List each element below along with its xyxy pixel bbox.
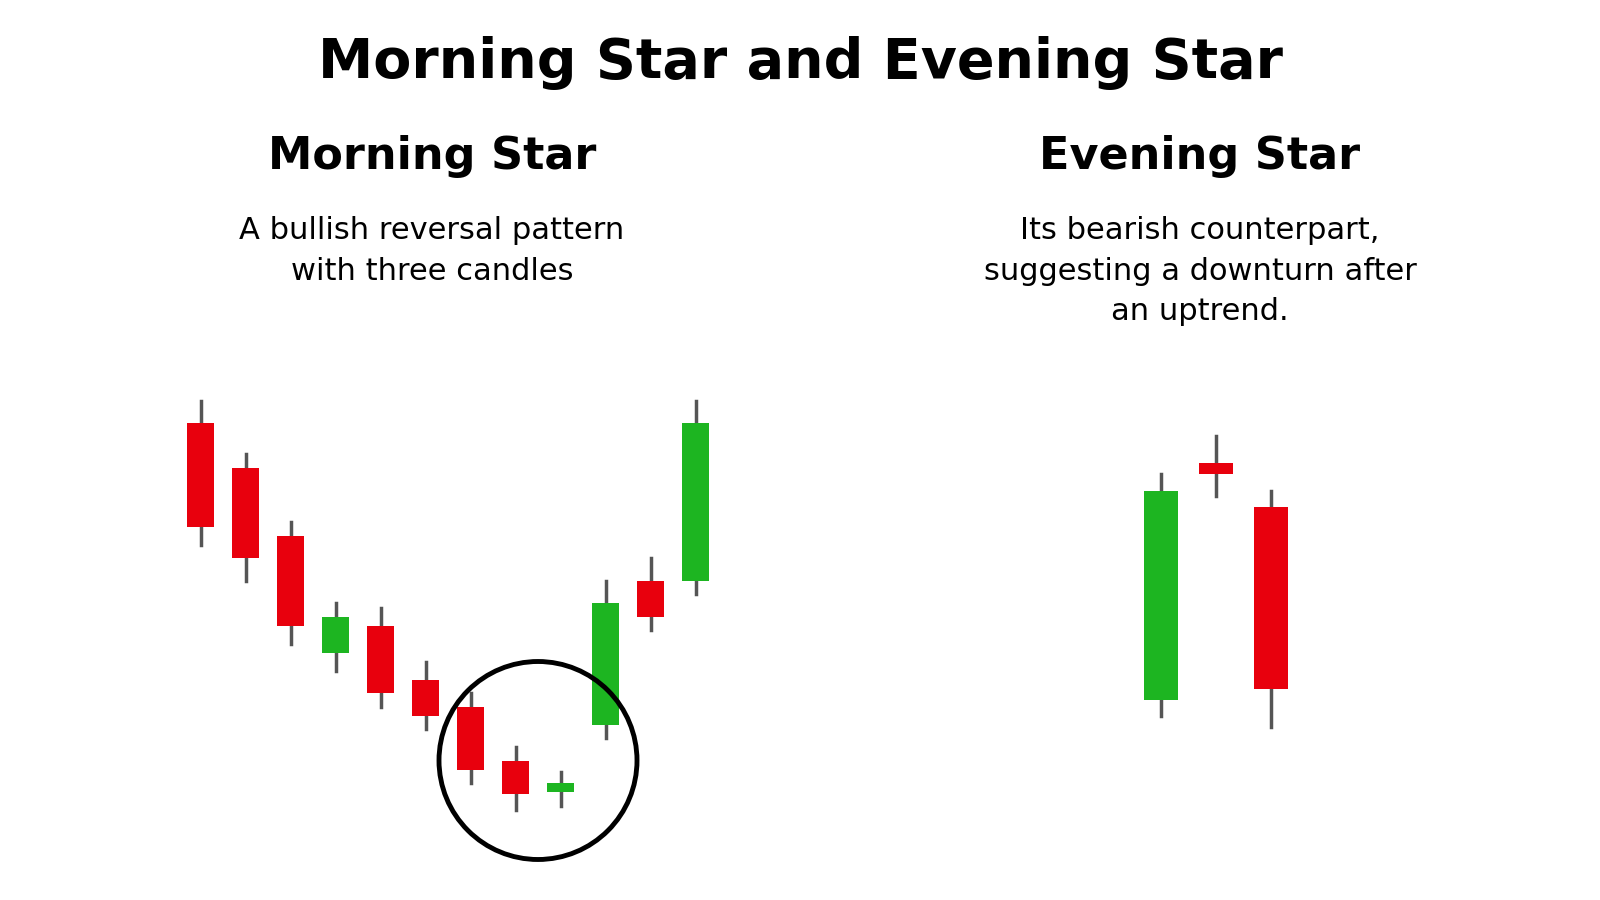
Bar [1198, 464, 1234, 474]
Bar [322, 616, 349, 652]
Text: Evening Star: Evening Star [1040, 135, 1360, 178]
Bar [187, 423, 214, 526]
Text: Morning Star: Morning Star [267, 135, 597, 178]
Bar [232, 468, 259, 558]
Bar [277, 536, 304, 626]
Bar [682, 423, 709, 580]
Bar [547, 783, 574, 792]
Bar [366, 626, 395, 693]
Bar [456, 706, 485, 770]
Bar [1144, 491, 1178, 700]
Text: Its bearish counterpart,
suggesting a downturn after
an uptrend.: Its bearish counterpart, suggesting a do… [984, 216, 1416, 326]
Bar [637, 580, 664, 616]
Bar [501, 760, 530, 795]
Bar [411, 680, 440, 716]
Text: Morning Star and Evening Star: Morning Star and Evening Star [317, 36, 1283, 90]
Text: A bullish reversal pattern
with three candles: A bullish reversal pattern with three ca… [240, 216, 624, 285]
Bar [1254, 508, 1288, 688]
Bar [592, 603, 619, 724]
